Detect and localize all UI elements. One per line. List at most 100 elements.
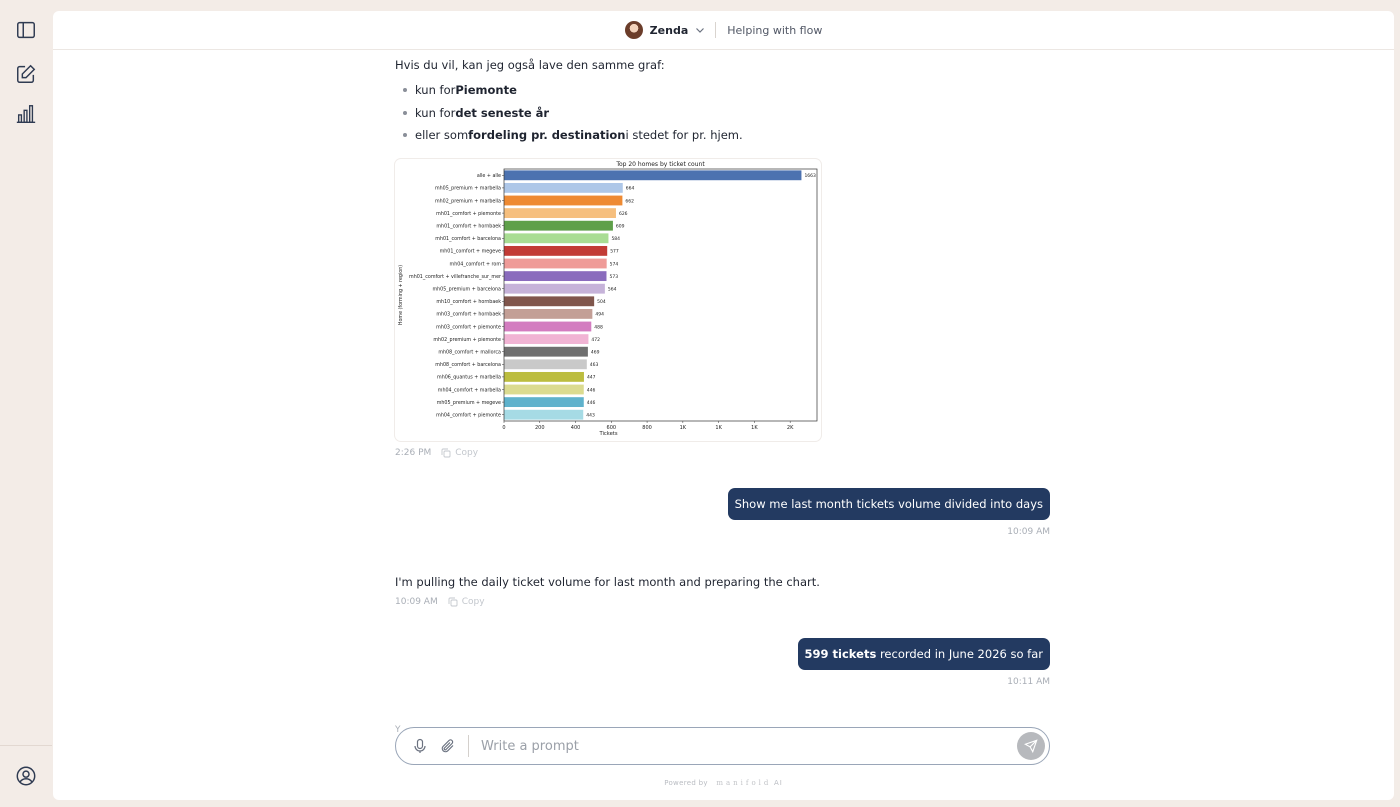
category-tick-label: alle + alle xyxy=(477,173,501,179)
bullet-dot xyxy=(403,110,407,115)
avatar xyxy=(624,21,643,39)
chart-bar xyxy=(504,195,623,206)
bullet-text: eller som xyxy=(415,128,469,143)
agent-selector[interactable]: Zenda xyxy=(624,21,706,39)
chart-bar xyxy=(504,384,584,395)
prompt-input[interactable] xyxy=(479,737,1003,755)
category-tick-label: mh02_premium + piemonte xyxy=(433,337,501,343)
send-button[interactable] xyxy=(1017,732,1045,760)
bar-value-label: 469 xyxy=(591,350,600,356)
bar-value-label: 446 xyxy=(587,387,596,393)
list-item: kun for Piemonte xyxy=(395,79,743,102)
category-tick-label: mh04_comfort + marbella xyxy=(438,387,501,393)
bullet-text: kun for xyxy=(415,83,456,98)
bullet-dot xyxy=(403,88,407,93)
copy-button[interactable]: Copy xyxy=(441,448,478,458)
chart-bar xyxy=(504,397,584,408)
bar-value-label: 584 xyxy=(611,236,620,242)
header-divider xyxy=(715,22,717,38)
bar-value-label: 564 xyxy=(608,287,617,293)
bar-value-label: 488 xyxy=(594,324,603,330)
chart-bar xyxy=(504,233,609,244)
x-axis-label: Tickets xyxy=(598,431,617,437)
bar-value-label: 573 xyxy=(609,274,618,280)
chart-bar xyxy=(504,346,588,357)
bar-chart: Top 20 homes by ticket count 1663 alle + a… xyxy=(398,161,818,437)
x-tick-label: 600 xyxy=(607,425,617,431)
chart-bar xyxy=(504,308,593,319)
powered-by-label: Powered by xyxy=(664,779,708,787)
bar-value-label: 494 xyxy=(595,312,604,318)
chart-title: Top 20 homes by ticket count xyxy=(615,161,705,168)
chart-bar xyxy=(504,258,607,269)
category-tick-label: mh01_comfort + villefranche_sur_mer xyxy=(409,274,501,280)
chart-bar xyxy=(504,208,616,219)
chart-card[interactable]: Top 20 homes by ticket count 1663 alle + a… xyxy=(395,159,821,441)
category-tick-label: mh03_comfort + hornbaek xyxy=(436,312,501,318)
chevron-down-icon xyxy=(696,28,705,33)
chart-bar xyxy=(504,296,595,307)
plot-frame xyxy=(503,168,818,422)
send-icon xyxy=(1024,739,1038,753)
assistant-bullet-list: kun for Piemonte kun for det seneste år … xyxy=(395,79,743,147)
category-tick-label: mh01_comfort + piemonte xyxy=(436,211,501,217)
copy-icon xyxy=(448,597,458,607)
prompt-composer xyxy=(395,727,1050,765)
bar-value-label: 463 xyxy=(590,362,599,368)
chart-bar xyxy=(504,321,592,332)
x-tick-label: 1K xyxy=(715,425,722,431)
user-message-bubble: Show me last month tickets volume divide… xyxy=(727,488,1050,520)
copy-label: Copy xyxy=(455,448,479,458)
chart-bar xyxy=(504,359,587,370)
chat-header: Zenda Helping with flow xyxy=(53,11,1394,50)
bar-value-label: 443 xyxy=(586,413,595,419)
timestamp: 10:09 AM xyxy=(395,597,438,607)
copy-icon xyxy=(441,448,451,458)
bar-value-label: 664 xyxy=(626,186,635,192)
copy-label: Copy xyxy=(461,597,485,607)
timestamp: 2:26 PM xyxy=(395,448,432,458)
bar-value-label: 1663 xyxy=(804,173,816,179)
category-tick-label: mh04_comfort + piemonte xyxy=(436,413,501,419)
x-tick-label: 1K xyxy=(680,425,687,431)
list-item: eller som fordeling pr. destination i st… xyxy=(395,124,743,147)
x-tick-label: 400 xyxy=(571,425,581,431)
category-tick-label: mh04_comfort + rom xyxy=(450,261,502,267)
bullet-text: kun for xyxy=(415,105,456,120)
assistant-message-text: Hvis du vil, kan jeg også lave den samme… xyxy=(395,58,665,72)
category-tick-label: mh01_comfort + megeve xyxy=(440,249,501,255)
bar-value-label: 662 xyxy=(625,198,634,204)
bullet-bold-text: Piemonte xyxy=(455,83,517,98)
x-tick-label: 0 xyxy=(502,425,505,431)
user-message-text: recorded in June 2026 so far xyxy=(876,647,1043,661)
header-subtitle: Helping with flow xyxy=(727,23,823,37)
sidebar-toggle-icon[interactable] xyxy=(14,18,38,42)
message-meta: 2:26 PM Copy xyxy=(395,448,478,458)
brand-name: manifold xyxy=(716,779,772,787)
analytics-icon[interactable] xyxy=(14,102,38,126)
bullet-bold-text: fordeling pr. destination xyxy=(468,128,626,143)
category-tick-label: mh01_comfort + barcelona xyxy=(435,236,501,242)
chart-bar xyxy=(504,334,589,345)
paperclip-icon[interactable] xyxy=(440,738,456,754)
chat-panel: Zenda Helping with flow Hvis du vil, kan… xyxy=(53,11,1394,800)
x-tick-label: 1K xyxy=(751,425,758,431)
assistant-message-text: I'm pulling the daily ticket volume for … xyxy=(395,575,820,589)
new-chat-icon[interactable] xyxy=(14,62,38,86)
scroll-fade-text: Y xyxy=(395,725,401,735)
brand-suffix: AI xyxy=(773,779,783,787)
category-tick-label: mh05_premium + marbella xyxy=(435,186,501,192)
bullet-text: i stedet for pr. hjem. xyxy=(625,128,743,143)
microphone-icon[interactable] xyxy=(412,738,428,754)
chart-bar xyxy=(504,245,608,256)
category-tick-label: mh10_comfort + hornbaek xyxy=(436,299,501,305)
sidebar xyxy=(0,0,52,807)
copy-button[interactable]: Copy xyxy=(448,597,485,607)
chart-bar xyxy=(504,271,607,282)
timestamp: 10:11 AM xyxy=(1007,677,1050,687)
composer-divider xyxy=(468,735,469,757)
category-tick-label: mh01_comfort + hornbaek xyxy=(436,224,501,230)
powered-by-footer: Powered by manifold AI xyxy=(53,779,1394,787)
bar-value-label: 472 xyxy=(591,337,600,343)
user-account-icon[interactable] xyxy=(14,764,38,788)
